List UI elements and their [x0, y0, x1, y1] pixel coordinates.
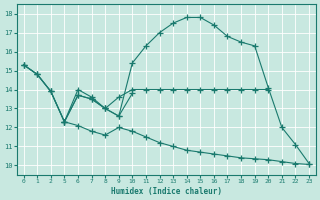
- X-axis label: Humidex (Indice chaleur): Humidex (Indice chaleur): [111, 187, 222, 196]
